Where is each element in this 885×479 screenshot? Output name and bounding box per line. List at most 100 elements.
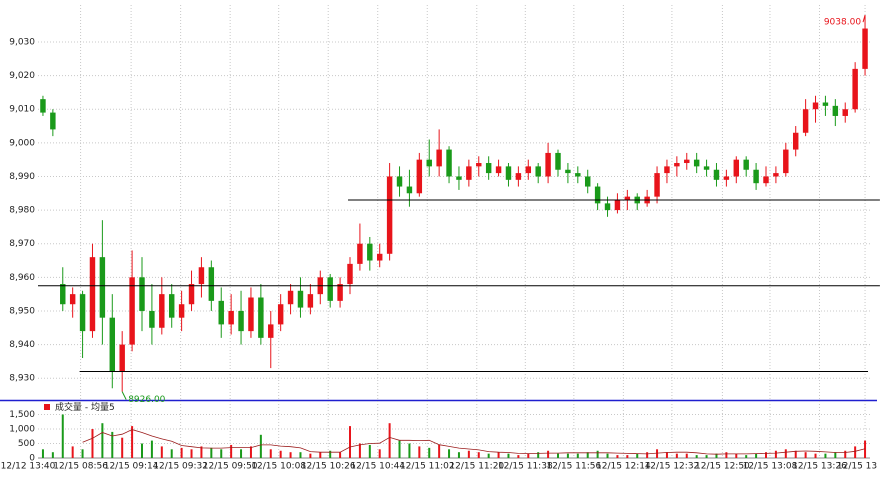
candle-body [416,159,423,194]
candle-body [654,173,660,197]
y-tick-label: 8,950 [9,306,35,316]
candle-body [277,304,284,325]
candle-body [89,257,96,332]
volume-bar [774,450,777,458]
volume-bar [626,455,629,458]
y-tick-label: 8,930 [9,374,35,384]
x-tick-label: 12/15 11:56 [546,462,601,472]
volume-bar [685,453,688,458]
candle-body [723,176,730,180]
candle-body [248,297,254,332]
y-tick-label: 9,020 [9,71,35,81]
volume-ma-line [82,429,866,455]
candle-body [575,173,581,177]
candle-body [178,304,185,318]
x-tick-label: 12/15 10:44 [350,462,405,472]
volume-bar [71,446,74,458]
volume-bar [646,452,649,458]
volume-bar [91,429,94,458]
candle-body [426,159,432,167]
candle-body [515,173,522,180]
volume-bar [141,443,143,458]
candle-body [238,310,244,332]
x-tick-label: 12/15 12:14 [596,462,651,472]
volume-bar [745,455,748,458]
candle-body [555,152,561,170]
annotation: 9038.00 [824,18,861,28]
candle-body [198,267,205,285]
candle-body [287,290,294,305]
candle-body [50,112,56,130]
volume-bar [51,452,54,458]
volume-bar [824,453,827,458]
candle-body [466,166,472,180]
candle-body [406,186,413,194]
candle-body [783,149,789,174]
candle-body [327,277,333,301]
candle-body [476,163,482,167]
volume-bar [131,426,134,458]
volume-bar [160,446,163,458]
volume-bar [715,453,718,458]
volume-tick-label: 1,500 [9,410,35,420]
volume-bar [487,453,490,458]
volume-bar [150,440,153,458]
volume-bar [448,449,451,458]
candle-body [367,243,373,261]
candle-body [763,176,769,184]
volume-bar [735,453,738,458]
candle-body [743,159,749,170]
volume-bar [794,450,797,458]
volume-bar [180,447,183,458]
legend-swatch [44,404,50,410]
volume-bar [210,447,213,458]
x-tick-label: 12/15 09:14 [104,462,159,472]
candle-body [733,159,740,177]
volume-bar [269,449,272,458]
volume-bar [309,453,312,458]
x-tick-label: 12/15 09:32 [153,462,208,472]
candle-body [396,176,403,187]
volume-bar [279,450,282,458]
annotation-leader [121,391,127,400]
volume-bar [190,449,193,458]
volume-bar [61,414,64,458]
volume-bar [111,431,114,458]
volume-bar [388,423,391,458]
candle-body [535,166,541,177]
candle-body [812,102,819,110]
candle-body [149,310,155,328]
x-tick-label: 12/15 11:20 [449,462,504,472]
candle-body [109,317,116,372]
volume-bar [319,452,322,458]
candle-body [208,267,215,301]
volume-bar [349,426,351,458]
x-tick-label: 12/15 13:08 [743,462,798,472]
candle-body [594,186,601,204]
candle-body [773,173,779,177]
volume-bar [507,453,510,458]
candle-body [159,294,165,328]
volume-bar [428,447,431,458]
y-tick-label: 8,960 [9,273,35,283]
volume-bar [765,452,767,458]
volume-bar [537,452,540,458]
candle-body [604,203,611,211]
annotation-leader [862,14,866,23]
volume-bar [566,453,569,458]
volume-bar [467,450,470,458]
candle-body [228,310,234,325]
volume-bar [289,452,292,458]
candle-body [129,277,135,345]
volume-bar [636,453,639,458]
candle-body [852,68,858,110]
candle-body [297,290,304,308]
x-tick-label: 12/15 09:50 [203,462,258,472]
volume-bar [259,434,262,458]
candle-body [376,253,383,261]
volume-bar [358,443,361,458]
candle-body [99,257,106,318]
volume-bar [557,453,559,458]
